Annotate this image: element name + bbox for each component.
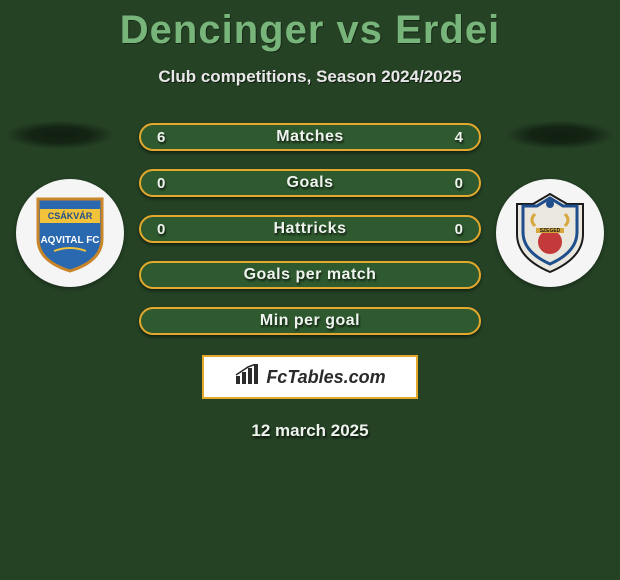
club-badge-left: CSÁKVÁR AQVITAL FC	[16, 179, 124, 287]
stat-right-value: 0	[455, 175, 463, 192]
shadow-right	[506, 121, 614, 149]
stat-right-value: 0	[455, 221, 463, 238]
stat-label: Min per goal	[141, 312, 479, 330]
club-crest-right-icon: SZEGED	[507, 190, 593, 276]
bar-chart-icon	[234, 364, 260, 391]
date-text: 12 march 2025	[0, 421, 620, 441]
stat-left-value: 0	[157, 175, 165, 192]
svg-text:AQVITAL FC: AQVITAL FC	[40, 235, 99, 246]
attribution-text: FcTables.com	[266, 367, 385, 388]
player1-name: Dencinger	[120, 8, 325, 52]
stat-bar-goals: 0 Goals 0	[139, 169, 481, 197]
stat-label: Goals	[141, 174, 479, 192]
comparison-arena: CSÁKVÁR AQVITAL FC SZEGED 6 Matches 4	[0, 123, 620, 441]
stat-bars: 6 Matches 4 0 Goals 0 0 Hattricks 0 Goal…	[139, 123, 481, 335]
stat-label: Hattricks	[141, 220, 479, 238]
stat-bar-goals-per-match: Goals per match	[139, 261, 481, 289]
shadow-left	[6, 121, 114, 149]
stat-label: Goals per match	[141, 266, 479, 284]
stat-right-value: 4	[455, 129, 463, 146]
svg-text:CSÁKVÁR: CSÁKVÁR	[48, 211, 93, 221]
svg-text:SZEGED: SZEGED	[540, 228, 561, 234]
page-title: Dencinger vs Erdei	[0, 0, 620, 53]
stat-bar-matches: 6 Matches 4	[139, 123, 481, 151]
vs-text: vs	[337, 8, 384, 52]
player2-name: Erdei	[395, 8, 500, 52]
stat-left-value: 0	[157, 221, 165, 238]
stat-bar-min-per-goal: Min per goal	[139, 307, 481, 335]
subtitle: Club competitions, Season 2024/2025	[0, 67, 620, 87]
club-badge-right: SZEGED	[496, 179, 604, 287]
stat-label: Matches	[141, 128, 479, 146]
club-crest-left-icon: CSÁKVÁR AQVITAL FC	[34, 193, 106, 273]
stat-bar-hattricks: 0 Hattricks 0	[139, 215, 481, 243]
stat-left-value: 6	[157, 129, 165, 146]
attribution-badge: FcTables.com	[202, 355, 418, 399]
